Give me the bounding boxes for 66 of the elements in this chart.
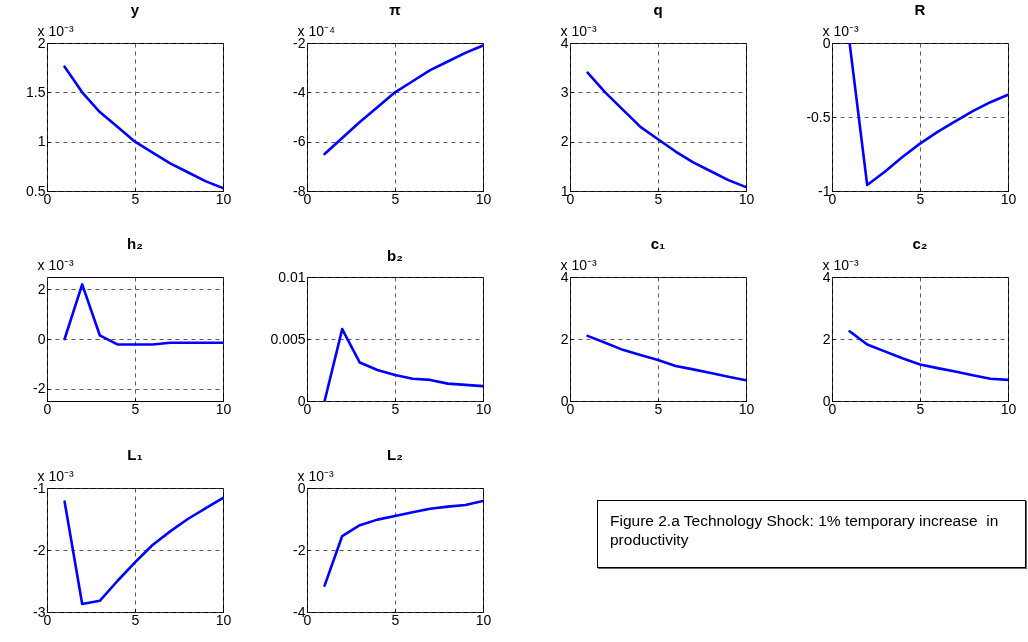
y-axis-title: x 10⁻³ <box>560 22 597 39</box>
y-axis-title: x 10⁻³ <box>37 467 74 484</box>
x-tick-label: 5 <box>391 611 400 628</box>
line-series <box>848 329 1008 382</box>
line-series <box>586 334 746 382</box>
chart-title: y <box>130 1 140 18</box>
y-tick-label: 1.5 <box>26 83 46 100</box>
x-tick-label: 10 <box>475 611 492 628</box>
line-series <box>586 71 746 189</box>
x-tick-label: 10 <box>215 611 232 628</box>
line-series <box>848 43 1008 187</box>
x-tick-label: 10 <box>215 190 232 207</box>
y-axis-title: x 10⁻³ <box>37 22 74 39</box>
line-series <box>323 499 483 587</box>
y-tick-label: 2 <box>560 133 569 150</box>
x-tick-label: 5 <box>916 400 925 417</box>
y-tick-label: -4 <box>293 83 306 100</box>
x-tick-label: 10 <box>475 190 492 207</box>
y-tick-label: 0 <box>37 330 46 347</box>
x-tick-label: 5 <box>131 611 140 628</box>
y-tick-label: -2 <box>33 380 46 397</box>
y-tick-label: 2 <box>822 330 831 347</box>
line-series <box>323 44 483 156</box>
y-tick-label: -0.5 <box>806 108 831 125</box>
chart-title: L₂ <box>387 446 403 463</box>
x-tick-label: 10 <box>215 400 232 417</box>
chart-title: h₂ <box>127 235 143 252</box>
chart-title: L₁ <box>127 446 143 463</box>
x-tick-label: 5 <box>391 400 400 417</box>
line-series <box>63 65 223 190</box>
y-tick-label: 2 <box>560 330 569 347</box>
y-axis-title: x 10⁻³ <box>37 256 74 273</box>
x-tick-label: 5 <box>916 190 925 207</box>
chart-title: q <box>653 1 663 18</box>
x-tick-label: 5 <box>131 190 140 207</box>
y-axis-title: x 10⁻³ <box>560 256 597 273</box>
x-tick-label: 5 <box>131 400 140 417</box>
y-tick-label: 2 <box>37 280 46 297</box>
x-tick-label: 5 <box>654 190 663 207</box>
chart-title: π <box>389 1 402 18</box>
y-axis-title: x 10⁻³ <box>297 467 334 484</box>
x-tick-label: 10 <box>738 190 755 207</box>
x-tick-label: 5 <box>391 190 400 207</box>
y-tick-label: -2 <box>33 541 46 558</box>
y-axis-title: x 10⁻³ <box>822 22 859 39</box>
y-axis-title: x 10⁻⁴ <box>297 22 335 39</box>
line-series <box>63 283 223 346</box>
x-tick-label: 10 <box>1000 400 1017 417</box>
y-tick-label: 1 <box>37 133 46 150</box>
x-tick-label: 5 <box>654 400 663 417</box>
chart-title: b₂ <box>387 247 403 264</box>
y-tick-label: 3 <box>560 83 569 100</box>
y-tick-label: -2 <box>293 541 306 558</box>
caption: Figure 2.a Technology Shock: 1% temporary increase in productivity <box>597 500 1026 568</box>
x-tick-label: 10 <box>1000 190 1017 207</box>
y-tick-label: 0.01 <box>278 268 306 285</box>
x-tick-label: 10 <box>738 400 755 417</box>
line-series <box>63 496 223 606</box>
y-tick-label: 0.005 <box>270 330 306 347</box>
chart-title: c₁ <box>650 235 666 252</box>
line-series <box>323 327 483 401</box>
y-axis-title: x 10⁻³ <box>822 256 859 273</box>
chart-title: R <box>914 1 926 18</box>
y-tick-label: -6 <box>293 133 306 150</box>
chart-title: c₂ <box>912 235 928 252</box>
x-tick-label: 10 <box>475 400 492 417</box>
